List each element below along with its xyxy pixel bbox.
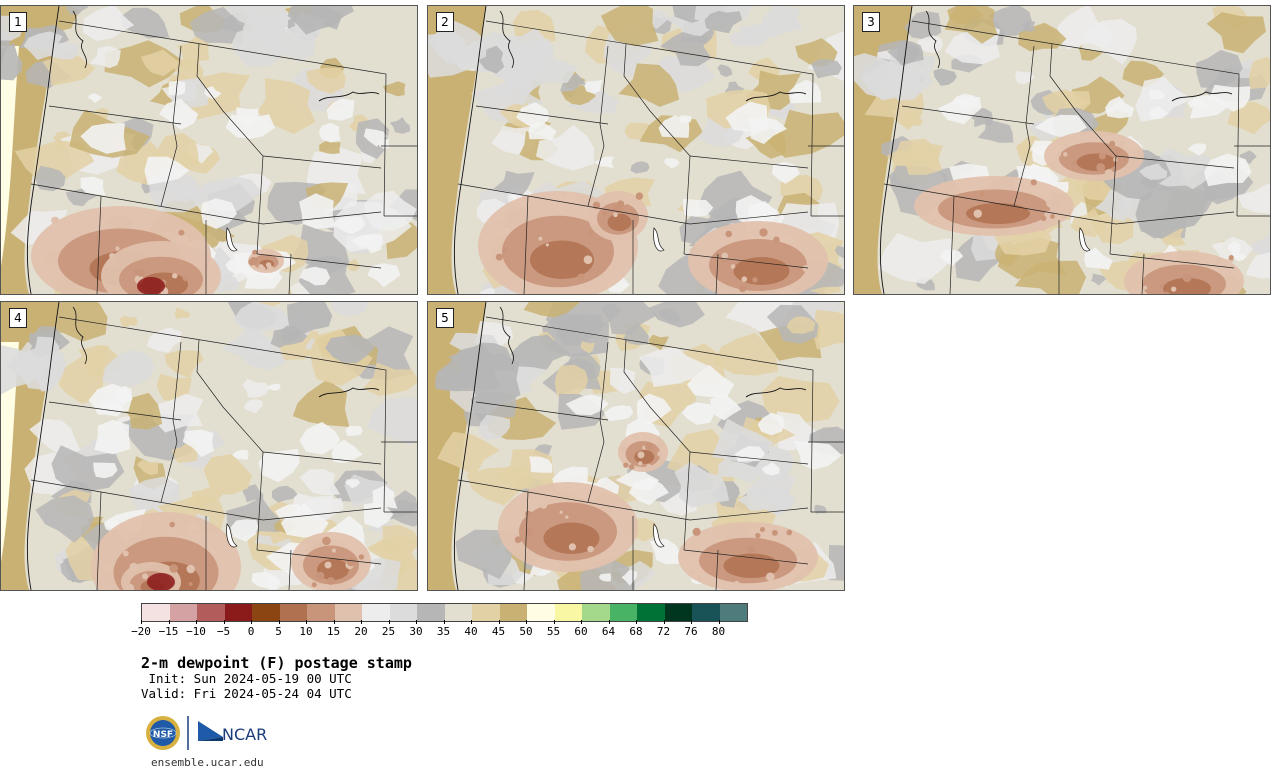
map-2	[428, 6, 844, 294]
colorbar-tick-label: 76	[684, 625, 698, 638]
colorbar-tick-label: 68	[629, 625, 643, 638]
ncar-logo-text: NCAR	[222, 725, 267, 744]
colorbar-tick-label: 60	[574, 625, 588, 638]
panel-3: 3	[853, 5, 1271, 295]
colorbar-swatch	[472, 604, 500, 621]
colorbar-swatch	[637, 604, 665, 621]
colorbar-tick-label: 45	[491, 625, 506, 638]
chart-title: 2-m dewpoint (F) postage stamp	[141, 654, 412, 672]
panel-4: 4	[0, 301, 418, 591]
colorbar-tick-label: 80	[711, 625, 726, 638]
colorbar-swatch	[197, 604, 225, 621]
colorbar-swatch	[444, 604, 472, 621]
colorbar-tick-label: −20	[131, 625, 151, 638]
colorbar-tick-label: −10	[186, 625, 206, 638]
panel-label: 4	[9, 308, 27, 328]
colorbar-tick-label: 10	[299, 625, 313, 638]
panel-5: 5	[427, 301, 845, 591]
colorbar-swatch	[554, 604, 582, 621]
colorbar-tick-label: 25	[381, 625, 396, 638]
colorbar-swatch	[169, 604, 197, 621]
colorbar-swatch	[609, 604, 637, 621]
colorbar-tick-label: 0	[247, 625, 255, 638]
colorbar-swatch	[362, 604, 390, 621]
map-3	[854, 6, 1270, 294]
map-4	[1, 302, 417, 590]
colorbar-swatch	[279, 604, 307, 621]
nsf-logo-text: NSF	[153, 730, 173, 740]
colorbar-tick-label: 35	[436, 625, 451, 638]
colorbar-tick-label: 15	[326, 625, 341, 638]
map-5	[428, 302, 844, 590]
nsf-logo-icon: NSF	[146, 716, 180, 750]
colorbar-tick-label: 64	[601, 625, 616, 638]
colorbar-swatch	[142, 604, 170, 621]
panel-label: 5	[436, 308, 454, 328]
colorbar-swatch	[664, 604, 692, 621]
colorbar-tick-label: −15	[158, 625, 179, 638]
init-time: Init: Sun 2024-05-19 00 UTC	[141, 671, 352, 686]
colorbar	[141, 603, 748, 622]
ncar-logo-icon: NCAR	[198, 721, 267, 744]
colorbar-tick-label: 55	[546, 625, 561, 638]
colorbar-swatch	[582, 604, 610, 621]
colorbar-tick-label: 5	[275, 625, 282, 638]
colorbar-tick-label: 20	[354, 625, 368, 638]
colorbar-ticks: −20 −15 −10 −5 0 5 10 15 20 25 30 35 40 45 50 55 60 64 68 7…	[131, 620, 761, 638]
colorbar-swatch	[389, 604, 417, 621]
colorbar-swatch	[692, 604, 720, 621]
colorbar-tick-label: 40	[464, 625, 478, 638]
panel-label: 2	[436, 12, 454, 32]
panel-1: 1	[0, 5, 418, 295]
colorbar-swatch	[719, 604, 747, 621]
valid-time: Valid: Fri 2024-05-24 04 UTC	[141, 686, 352, 701]
logos: NSF NCAR	[145, 713, 285, 753]
colorbar-tick-label: 72	[656, 625, 671, 638]
panel-label: 3	[862, 12, 880, 32]
colorbar-swatch	[527, 604, 555, 621]
panel-2: 2	[427, 5, 845, 295]
colorbar-swatch	[417, 604, 445, 621]
colorbar-swatch	[334, 604, 362, 621]
colorbar-swatch	[307, 604, 335, 621]
site-url: ensemble.ucar.edu	[151, 756, 264, 769]
colorbar-tick-label: −5	[216, 625, 231, 638]
colorbar-tick-label: 30	[409, 625, 423, 638]
colorbar-tick-label: 50	[519, 625, 533, 638]
map-1	[1, 6, 417, 294]
colorbar-swatch	[499, 604, 527, 621]
panel-label: 1	[9, 12, 27, 32]
colorbar-swatch	[252, 604, 280, 621]
colorbar-swatch	[224, 604, 252, 621]
